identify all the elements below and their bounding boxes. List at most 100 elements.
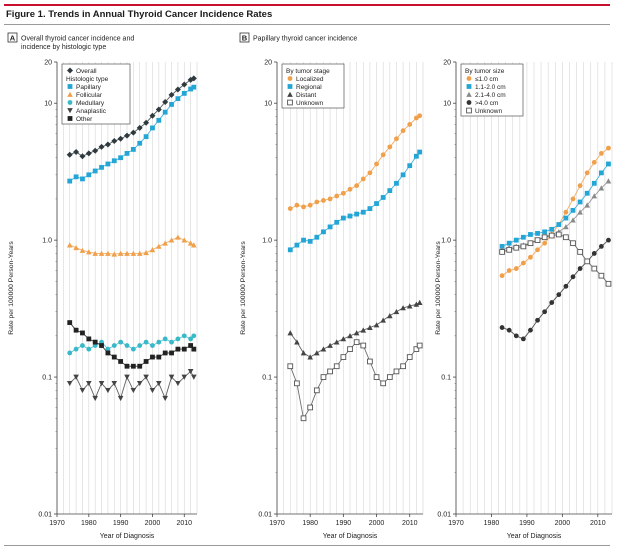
- x-tick-label: 2000: [555, 520, 571, 527]
- data-point: [380, 380, 387, 387]
- data-point: [287, 247, 293, 253]
- data-point: [535, 247, 540, 253]
- data-point: [136, 250, 143, 256]
- data-point: [535, 317, 540, 323]
- data-point: [563, 283, 569, 289]
- series-regional: [287, 149, 423, 253]
- data-point: [407, 122, 413, 127]
- x-tick-label: 2010: [176, 520, 192, 527]
- data-point: [598, 185, 605, 191]
- data-point: [175, 234, 181, 240]
- data-point: [334, 193, 340, 199]
- data-point: [73, 149, 80, 156]
- panel-title: Overall thyroid cancer incidence and: [21, 36, 134, 43]
- data-point: [99, 164, 104, 170]
- data-point: [513, 237, 519, 243]
- x-tick-label: 2000: [145, 520, 161, 527]
- data-point: [327, 196, 333, 202]
- data-point: [181, 346, 187, 352]
- data-point: [307, 404, 314, 411]
- data-point: [584, 258, 591, 265]
- x-tick-label: 1990: [336, 520, 352, 527]
- data-point: [191, 84, 197, 90]
- data-point: [111, 380, 118, 387]
- data-point: [367, 358, 373, 365]
- data-point: [150, 354, 155, 360]
- data-point: [307, 354, 313, 360]
- data-point: [321, 198, 326, 203]
- y-tick-label: 1.0: [42, 238, 52, 245]
- data-point: [155, 106, 162, 113]
- data-point: [187, 240, 194, 246]
- chart-panel-2: B Papillary thyroid cancer incidence 0.01 0…: [239, 32, 424, 540]
- data-point: [542, 229, 548, 235]
- data-point: [118, 339, 124, 345]
- legend-label: Unknown: [296, 100, 323, 107]
- y-tick-label: 20: [443, 60, 451, 67]
- data-point: [353, 339, 360, 345]
- data-point: [570, 240, 576, 247]
- data-point: [333, 363, 340, 370]
- data-point: [520, 234, 526, 240]
- data-point: [584, 170, 590, 176]
- data-point: [111, 343, 117, 348]
- y-axis-label: Rate per 100000 Person-Years: [435, 241, 442, 335]
- data-point: [175, 336, 181, 342]
- data-point: [327, 224, 333, 230]
- series-1-1-2-0-cm: [499, 161, 611, 249]
- trend-line: [501, 163, 609, 247]
- data-point: [393, 308, 400, 315]
- data-point: [577, 183, 583, 189]
- data-point: [111, 354, 117, 360]
- data-point: [570, 217, 576, 223]
- trend-line: [290, 151, 421, 251]
- panel-letter-box: [239, 32, 250, 43]
- data-point: [542, 240, 548, 246]
- data-point: [137, 343, 143, 348]
- data-point: [162, 395, 168, 402]
- data-point: [520, 260, 526, 266]
- data-point: [181, 90, 187, 96]
- data-point: [528, 254, 533, 260]
- data-point: [556, 222, 562, 227]
- x-tick-label: 2010: [590, 520, 606, 527]
- data-point: [387, 144, 393, 150]
- header-divider: [4, 24, 610, 25]
- data-point: [499, 325, 505, 330]
- data-point: [130, 129, 137, 136]
- data-point: [321, 229, 326, 235]
- legend-marker: [67, 84, 73, 89]
- series-unknown: [499, 231, 612, 287]
- data-point: [387, 188, 393, 194]
- data-point: [143, 249, 149, 256]
- trend-line: [501, 239, 609, 340]
- data-point: [130, 250, 137, 256]
- legend-marker: [67, 67, 73, 74]
- legend-marker: [466, 84, 472, 89]
- legend-marker: [287, 91, 293, 97]
- data-point: [327, 342, 333, 348]
- data-point: [407, 163, 413, 169]
- data-point: [606, 145, 611, 151]
- data-point: [294, 202, 300, 208]
- data-point: [187, 369, 194, 375]
- data-point: [506, 246, 513, 253]
- y-tick-label: 20: [44, 60, 52, 67]
- data-point: [591, 265, 598, 272]
- data-point: [92, 339, 98, 345]
- data-point: [118, 359, 124, 364]
- data-point: [334, 219, 340, 225]
- series-anaplastic: [66, 369, 197, 402]
- data-point: [294, 339, 300, 345]
- data-point: [347, 333, 353, 339]
- data-point: [130, 363, 136, 369]
- data-point: [124, 250, 130, 256]
- data-point: [294, 380, 300, 387]
- data-point: [137, 140, 143, 146]
- data-point: [416, 342, 423, 349]
- data-point: [85, 150, 92, 157]
- data-point: [506, 268, 512, 273]
- data-point: [340, 215, 346, 221]
- data-point: [301, 237, 306, 243]
- data-point: [73, 374, 79, 380]
